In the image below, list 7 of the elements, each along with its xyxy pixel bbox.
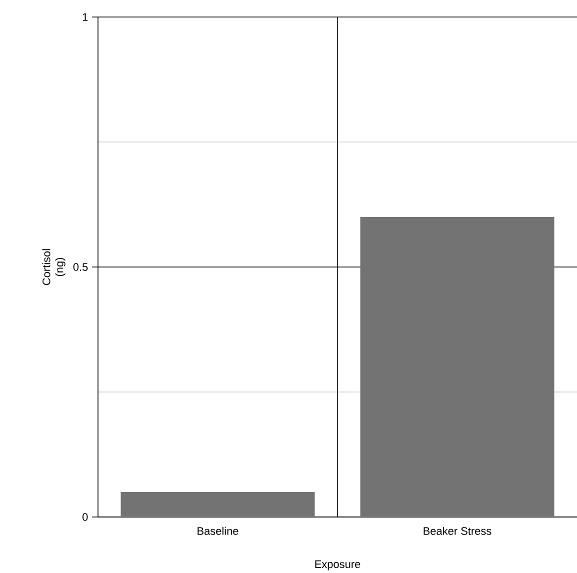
- x-tick-label: Baseline: [198, 526, 238, 535]
- y-tick-label: 0.5: [73, 263, 88, 271]
- x-tick-label: Beaker Stress: [424, 526, 492, 535]
- y-tick-label: 1: [82, 13, 88, 21]
- y-tick-label: 0: [82, 513, 88, 521]
- y-axis-title: Cortisol (ng): [42, 249, 66, 286]
- x-axis-title: Exposure: [315, 560, 360, 570]
